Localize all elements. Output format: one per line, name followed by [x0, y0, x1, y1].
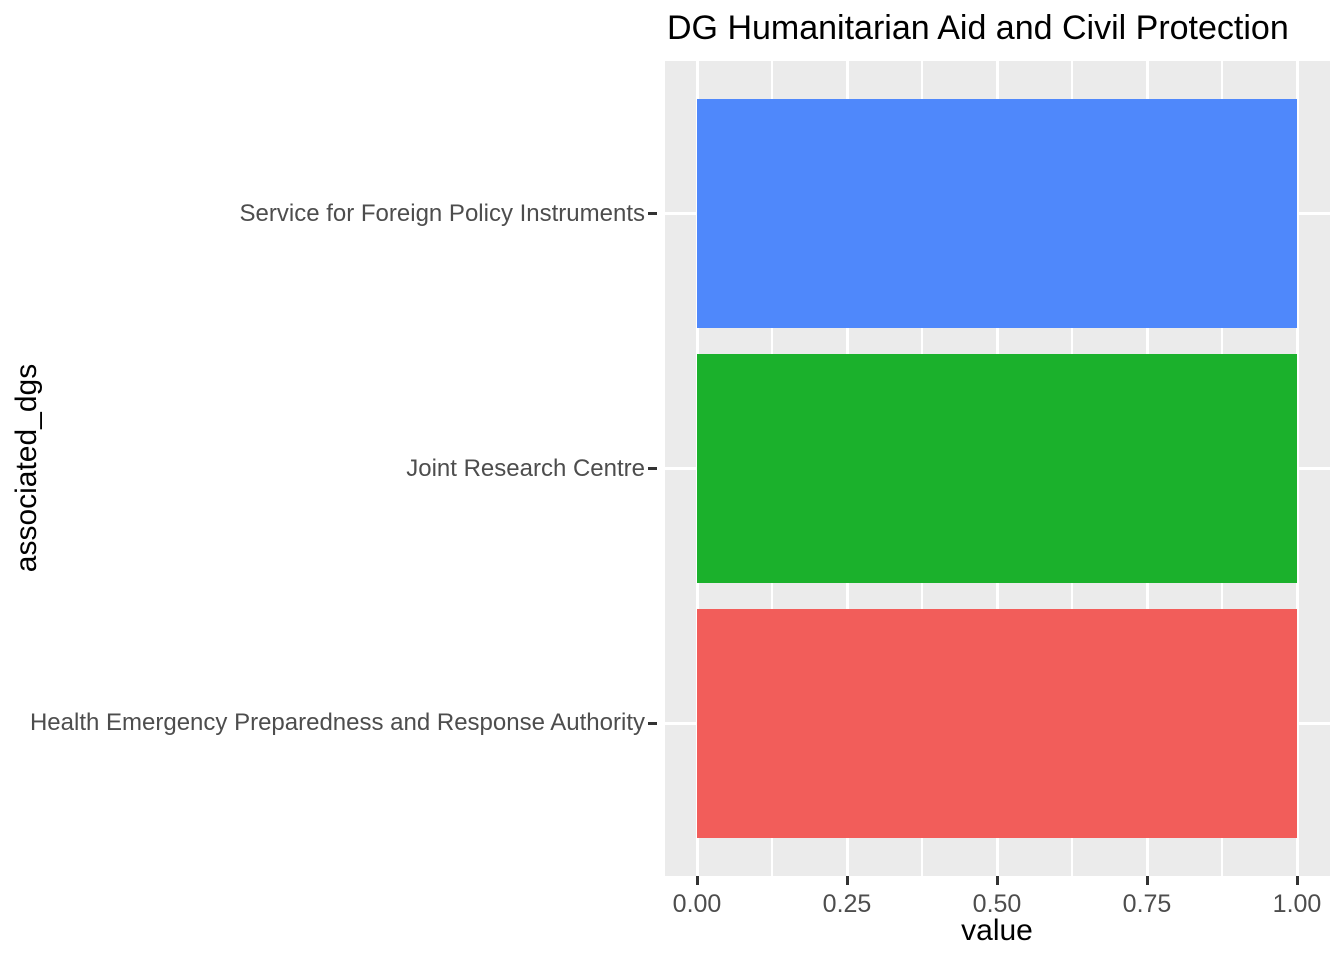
- y-tick-mark: [648, 467, 657, 470]
- bar: [697, 608, 1297, 838]
- chart-title: DG Humanitarian Aid and Civil Protection: [667, 9, 1289, 47]
- y-category-label: Health Emergency Preparedness and Respon…: [29, 709, 645, 737]
- x-tick-mark: [1145, 876, 1149, 885]
- x-tick-label: 0.00: [672, 890, 722, 918]
- x-tick-label: 0.75: [1122, 890, 1172, 918]
- x-axis-title: value: [961, 914, 1033, 947]
- x-tick-label: 0.50: [972, 890, 1022, 918]
- plot-panel: [665, 61, 1330, 876]
- y-axis-title: associated_dgs: [10, 363, 43, 573]
- bar: [697, 99, 1297, 329]
- y-tick-mark: [648, 212, 657, 216]
- x-tick-mark: [995, 876, 999, 885]
- x-tick-label: 1.00: [1272, 890, 1322, 918]
- x-tick-label: 0.25: [822, 890, 872, 918]
- y-category-label: Joint Research Centre: [406, 454, 645, 482]
- y-category-label: Service for Foreign Policy Instruments: [239, 199, 645, 227]
- bar: [697, 353, 1297, 584]
- x-tick-mark: [695, 876, 699, 885]
- y-tick-mark: [648, 721, 657, 725]
- x-tick-mark: [1295, 876, 1299, 885]
- x-tick-mark: [845, 876, 849, 885]
